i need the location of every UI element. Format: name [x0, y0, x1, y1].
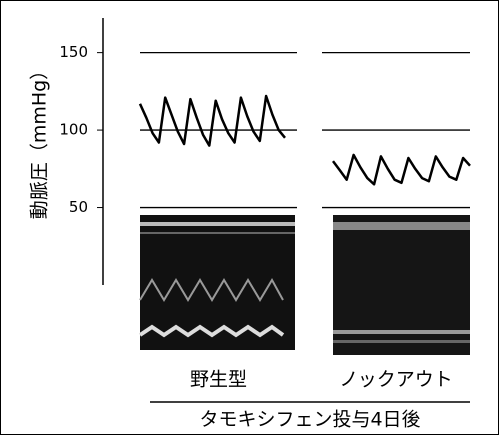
y-tick-label: 100 — [59, 121, 88, 139]
panel-label: 野生型 — [190, 369, 247, 391]
caption: タモキシフェン投与4日後 — [199, 409, 420, 431]
figure: 動脈圧（mmHg） タモキシフェン投与4日後 50 100 150 野生型 ノックアウト — [0, 0, 499, 435]
y-tick-label: 150 — [59, 43, 88, 61]
panel-label: ノックアウト — [339, 369, 453, 391]
echo-right — [333, 215, 470, 355]
y-tick-label: 50 — [69, 198, 88, 216]
echo-left — [140, 215, 295, 350]
y-axis-label: 動脈圧（mmHg） — [29, 61, 51, 219]
